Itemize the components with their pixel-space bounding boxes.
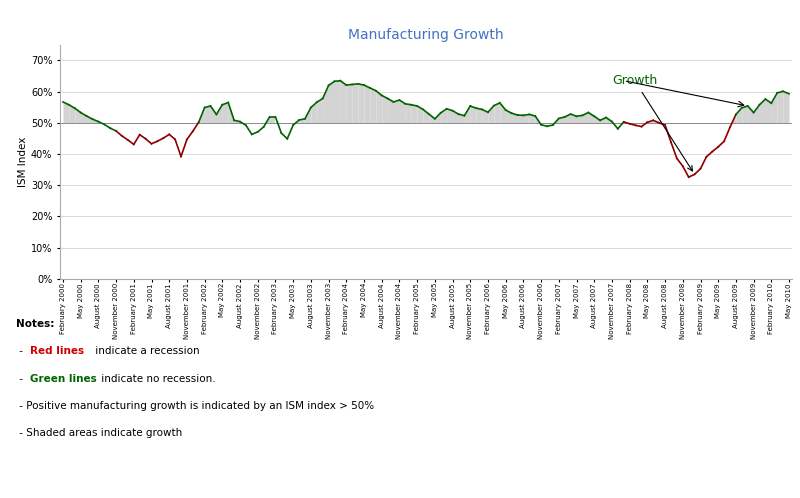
Text: Notes:: Notes: (16, 319, 54, 329)
Text: Growth: Growth (612, 74, 693, 171)
Text: indicate no recession.: indicate no recession. (98, 374, 215, 383)
Title: Manufacturing Growth: Manufacturing Growth (348, 28, 504, 42)
Y-axis label: ISM Index: ISM Index (18, 136, 28, 187)
Text: - Shaded areas indicate growth: - Shaded areas indicate growth (16, 428, 182, 438)
Text: -: - (16, 374, 26, 383)
Text: - Positive manufacturing growth is indicated by an ISM index > 50%: - Positive manufacturing growth is indic… (16, 401, 374, 411)
Text: Red lines: Red lines (30, 346, 85, 356)
Text: indicate a recession: indicate a recession (92, 346, 200, 356)
Text: Green lines: Green lines (30, 374, 97, 383)
Text: -: - (16, 346, 26, 356)
